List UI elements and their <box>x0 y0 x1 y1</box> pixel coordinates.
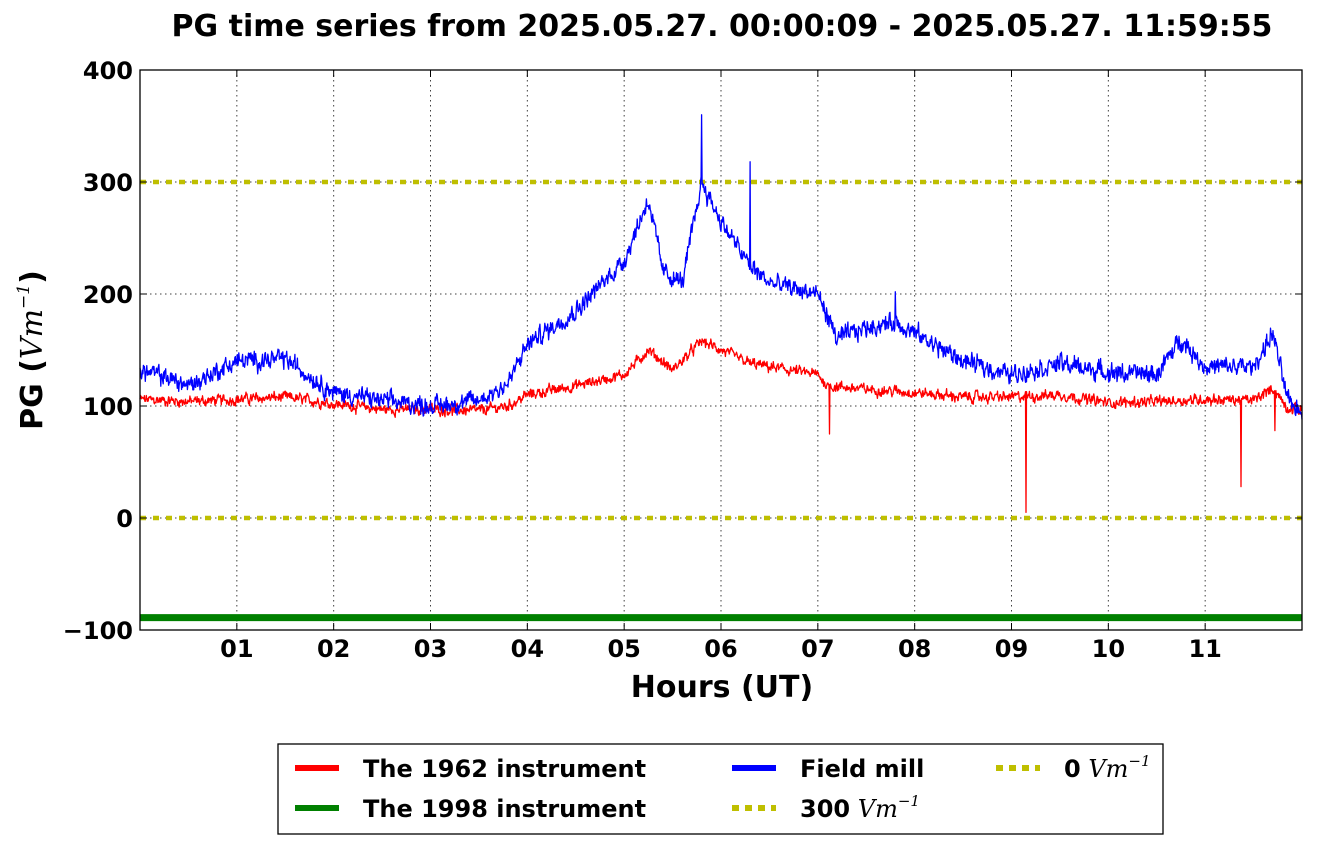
x-tick-label: 01 <box>220 635 253 663</box>
x-tick-label: 03 <box>414 635 447 663</box>
x-tick-label: 05 <box>607 635 640 663</box>
y-axis-ticks: −100 0 100 200 300 400 <box>63 57 1302 645</box>
y-tick-label: 0 <box>116 505 133 533</box>
legend-label: The 1998 instrument <box>363 795 646 823</box>
y-tick-label: −100 <box>63 617 133 645</box>
series-line-the-1962-instrument <box>139 338 1303 514</box>
x-axis-label: Hours (UT) <box>631 670 813 705</box>
x-tick-label: 09 <box>995 635 1028 663</box>
legend-label: Field mill <box>800 755 924 783</box>
legend-label: 300 Vm−1 <box>800 792 920 823</box>
chart-title: PG time series from 2025.05.27. 00:00:09… <box>172 9 1273 44</box>
legend-label: 0 Vm−1 <box>1064 752 1151 783</box>
x-tick-label: 11 <box>1188 635 1221 663</box>
x-tick-label: 06 <box>704 635 737 663</box>
y-tick-label: 400 <box>83 57 133 85</box>
legend-label: The 1962 instrument <box>363 755 646 783</box>
y-axis-label-exponent: −1 <box>14 284 34 309</box>
x-axis-ticks: 01 02 03 04 05 06 07 08 09 10 11 <box>220 70 1222 663</box>
y-tick-label: 100 <box>83 393 133 421</box>
y-axis-label-close: ) <box>15 270 50 284</box>
y-axis-label: PG (Vm−1) <box>14 270 50 430</box>
x-tick-label: 07 <box>801 635 834 663</box>
x-tick-label: 08 <box>898 635 931 663</box>
series-lines <box>139 114 1303 622</box>
y-tick-label: 200 <box>83 281 133 309</box>
y-axis-label-unit: Vm <box>15 309 50 359</box>
legend-box <box>277 743 1164 835</box>
legend: The 1962 instrument Field mill 0 Vm−1 The 1… <box>277 743 1164 835</box>
series-line-field-mill <box>139 114 1303 420</box>
x-tick-label: 02 <box>317 635 350 663</box>
x-tick-label: 10 <box>1092 635 1125 663</box>
x-tick-label: 04 <box>511 635 544 663</box>
grid-lines <box>140 70 1302 630</box>
y-tick-label: 300 <box>83 169 133 197</box>
y-axis-label-main: PG ( <box>15 359 50 430</box>
